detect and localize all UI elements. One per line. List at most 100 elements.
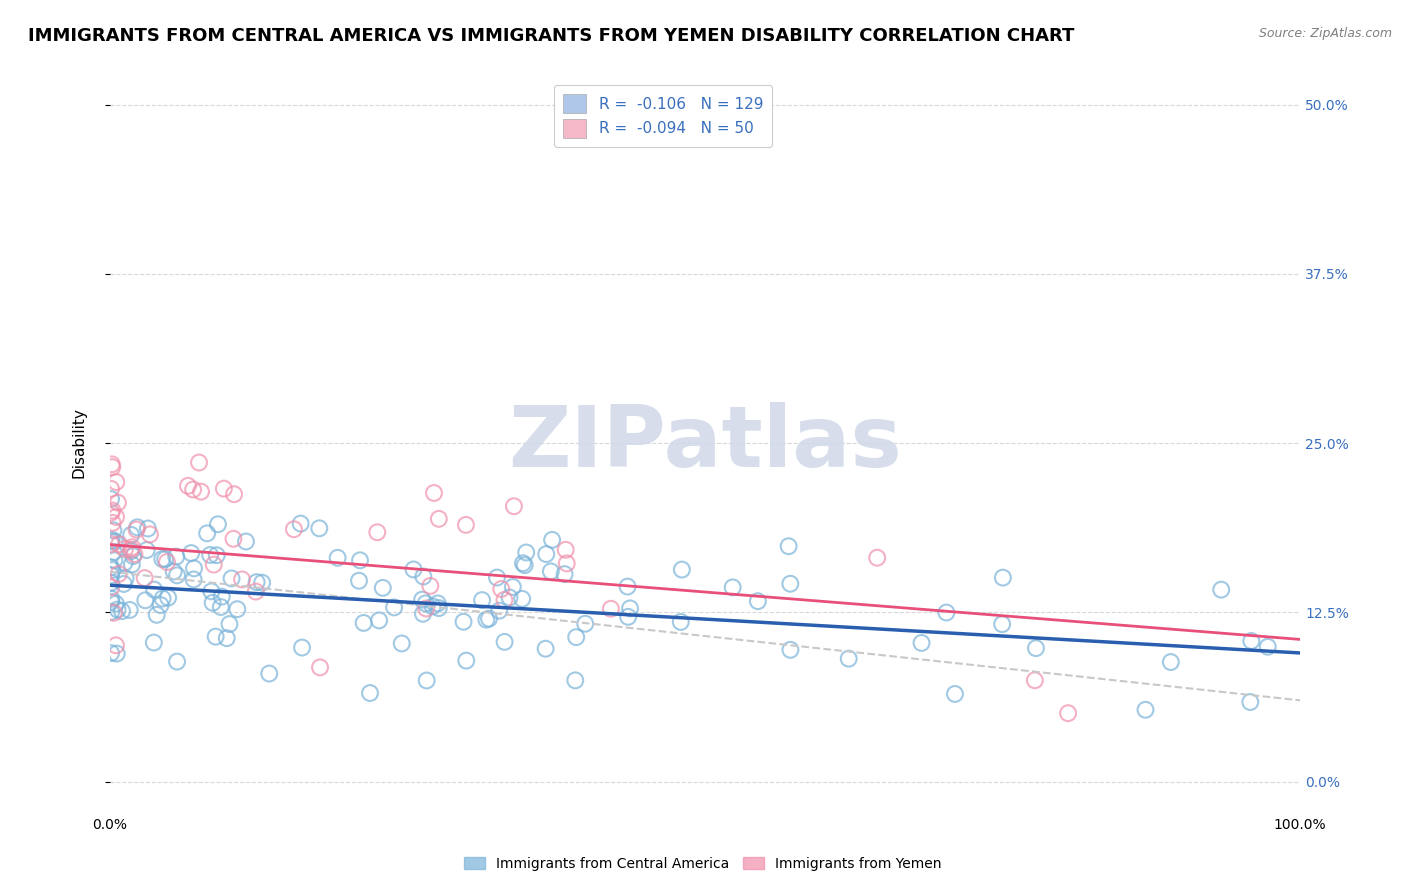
Point (564, 673, 586, 688)
Point (1024, 673, 1046, 688)
Point (515, 545, 537, 559)
Point (456, 654, 478, 668)
Point (100, 580, 122, 594)
Point (779, 576, 801, 591)
Point (183, 561, 205, 575)
Point (121, 558, 143, 572)
Point (104, 638, 127, 652)
Point (235, 534, 257, 549)
Y-axis label: Disability: Disability (72, 408, 86, 478)
Point (120, 542, 142, 557)
Point (120, 544, 142, 558)
Point (100, 591, 122, 606)
Point (619, 601, 641, 615)
Point (454, 517, 477, 532)
Point (114, 541, 136, 556)
Point (411, 592, 433, 607)
Point (382, 600, 405, 615)
Point (142, 635, 165, 649)
Point (166, 568, 188, 582)
Point (991, 571, 1014, 585)
Point (491, 582, 513, 596)
Point (412, 607, 434, 621)
Point (120, 528, 142, 542)
Point (101, 460, 124, 475)
Point (910, 636, 932, 650)
Point (1240, 634, 1263, 648)
Point (145, 607, 167, 622)
Point (391, 636, 413, 650)
Point (100, 491, 122, 506)
Point (536, 547, 558, 561)
Point (100, 537, 122, 551)
Point (513, 558, 536, 573)
Point (103, 524, 125, 538)
Point (426, 597, 449, 611)
Point (134, 571, 156, 585)
Point (218, 617, 240, 632)
Text: IMMIGRANTS FROM CENTRAL AMERICA VS IMMIGRANTS FROM YEMEN DISABILITY CORRELATION : IMMIGRANTS FROM CENTRAL AMERICA VS IMMIG… (28, 27, 1074, 45)
Point (257, 666, 280, 681)
Point (541, 533, 564, 547)
Point (157, 591, 180, 605)
Point (347, 574, 370, 588)
Point (415, 601, 437, 615)
Point (107, 602, 129, 616)
Point (368, 614, 391, 628)
Text: ZIPatlas: ZIPatlas (508, 401, 901, 484)
Point (104, 534, 127, 549)
Point (104, 597, 127, 611)
Point (101, 503, 124, 517)
Point (118, 603, 141, 617)
Point (866, 550, 889, 565)
Point (412, 569, 434, 583)
Point (201, 596, 224, 610)
Point (747, 594, 769, 608)
Point (114, 556, 136, 570)
Point (124, 547, 146, 561)
Point (100, 595, 122, 609)
Point (1057, 706, 1080, 721)
Point (105, 510, 128, 524)
Point (574, 616, 596, 631)
Point (134, 593, 156, 607)
Point (283, 522, 305, 536)
Point (943, 687, 966, 701)
Point (165, 549, 187, 564)
Point (402, 562, 425, 576)
Point (475, 613, 498, 627)
Point (114, 571, 136, 585)
Point (415, 673, 437, 688)
Point (478, 612, 501, 626)
Point (1025, 641, 1047, 656)
Point (101, 563, 124, 577)
Point (290, 516, 312, 531)
Point (222, 532, 245, 546)
Point (308, 521, 330, 535)
Point (107, 495, 129, 509)
Point (250, 575, 273, 590)
Point (221, 571, 243, 585)
Point (121, 541, 143, 555)
Point (112, 577, 135, 591)
Point (326, 550, 349, 565)
Point (554, 542, 576, 557)
Point (415, 596, 437, 610)
Point (180, 546, 202, 560)
Point (100, 534, 122, 549)
Point (991, 617, 1014, 632)
Point (135, 543, 157, 558)
Point (205, 548, 228, 562)
Point (617, 610, 640, 624)
Point (1239, 695, 1261, 709)
Point (200, 584, 222, 599)
Point (419, 579, 441, 593)
Point (1257, 640, 1279, 654)
Point (366, 525, 388, 540)
Point (498, 591, 520, 605)
Point (246, 575, 269, 590)
Point (494, 635, 516, 649)
Point (565, 630, 588, 644)
Point (471, 593, 494, 607)
Point (534, 641, 557, 656)
